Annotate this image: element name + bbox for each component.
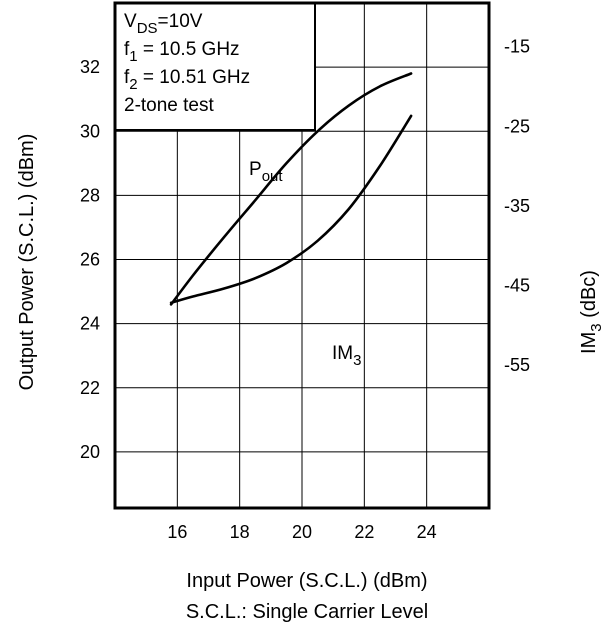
x-tick-label: 22 [354,522,374,542]
y-right-tick-label: -25 [504,116,530,136]
x-axis-note: S.C.L.: Single Carrier Level [186,601,428,623]
conditions-box [114,2,316,131]
x-axis-label: Input Power (S.C.L.) (dBm) [186,570,427,592]
series-line-im3 [169,114,413,305]
y-right-tick-label: -45 [504,275,530,295]
y-tick-label: 30 [80,121,100,141]
condition-line-2: f1 = 10.5 GHz [124,39,240,65]
series-line-pout [169,72,413,306]
axis-labels: Pout IM3 Input Power (S.C.L.) (dBm) S.C.L.:… [16,134,605,623]
x-tick-label: 20 [292,522,312,542]
plot-frame [113,1,491,510]
x-tick-label: 24 [417,522,437,542]
condition-line-1: VDS=10V [124,11,203,37]
y-tick-label: 32 [80,57,100,77]
y-right-tick-label: -15 [504,37,530,57]
condition-line-3: f2 = 10.51 GHz [124,67,250,93]
y-right-axis-label: IM3 (dBc) [578,270,605,354]
y-tick-label: 28 [80,185,100,205]
x-tick-label: 18 [230,522,250,542]
tick-labels: 16 18 20 22 24 20 22 24 26 28 30 32 -55 -45 -35 -25 -15 [80,37,530,542]
y-tick-label: 26 [80,250,100,270]
series-label-pout: Pout [249,159,283,185]
condition-line-4: 2-tone test [124,95,214,116]
y-tick-label: 22 [80,378,100,398]
series-curves [169,72,413,306]
y-axis-label: Output Power (S.C.L.) (dBm) [16,134,38,391]
x-tick-label: 16 [167,522,187,542]
y-right-tick-label: -55 [504,355,530,375]
series-label-im3: IM3 [332,343,361,369]
y-tick-label: 24 [80,314,100,334]
y-right-tick-label: -35 [504,196,530,216]
y-tick-label: 20 [80,442,100,462]
